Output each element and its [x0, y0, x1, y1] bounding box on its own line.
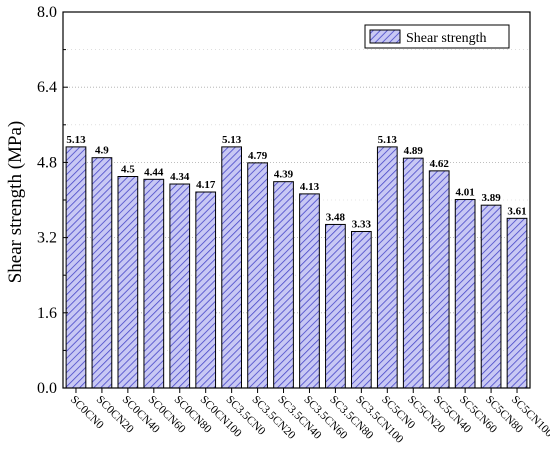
bar — [402, 157, 424, 389]
data-label: 4.01 — [456, 187, 475, 199]
bar — [480, 204, 502, 389]
legend-swatch — [369, 29, 401, 44]
bar — [65, 146, 87, 389]
y-tick-label: 6.4 — [37, 79, 57, 96]
data-label: 4.89 — [404, 145, 424, 157]
legend: Shear strength — [364, 24, 510, 49]
bar — [351, 230, 372, 389]
data-label: 5.13 — [66, 134, 86, 146]
y-tick-label: 8.0 — [37, 4, 57, 21]
legend-box — [364, 24, 510, 49]
data-label: 3.48 — [326, 211, 346, 223]
data-label: 3.33 — [352, 218, 372, 230]
bar — [143, 178, 165, 389]
bar — [91, 157, 113, 389]
bar — [169, 183, 191, 389]
data-label: 4.17 — [196, 179, 216, 191]
axes — [62, 11, 531, 393]
data-label: 3.61 — [507, 205, 526, 217]
bar — [376, 146, 398, 389]
data-label: 4.62 — [430, 158, 450, 170]
bar — [247, 162, 268, 389]
legend-label: Shear strength — [406, 31, 486, 46]
bar — [325, 223, 346, 389]
y-tick-label: 0.0 — [37, 380, 57, 397]
y-tick-label: 3.2 — [37, 230, 57, 247]
y-axis-title: Shear strength (MPa) — [5, 121, 26, 284]
bar — [221, 146, 242, 389]
data-label: 5.13 — [222, 134, 242, 146]
bar — [273, 181, 294, 389]
data-label: 4.9 — [95, 145, 109, 157]
y-tick-label: 1.6 — [37, 305, 57, 322]
bar — [299, 193, 320, 389]
data-label: 3.89 — [481, 192, 501, 204]
bar — [195, 191, 217, 389]
bars — [65, 146, 528, 389]
bar — [506, 217, 528, 389]
y-tick-label: 4.8 — [37, 154, 57, 171]
data-label: 5.13 — [378, 134, 398, 146]
data-label: 4.34 — [170, 171, 190, 183]
bar — [454, 199, 476, 389]
data-label: 4.44 — [144, 166, 164, 178]
data-label: 4.39 — [274, 169, 294, 181]
data-label: 4.79 — [248, 150, 268, 162]
bar — [117, 176, 139, 389]
data-label: 4.5 — [121, 164, 135, 176]
bar — [428, 170, 450, 389]
data-label: 4.13 — [300, 181, 320, 193]
